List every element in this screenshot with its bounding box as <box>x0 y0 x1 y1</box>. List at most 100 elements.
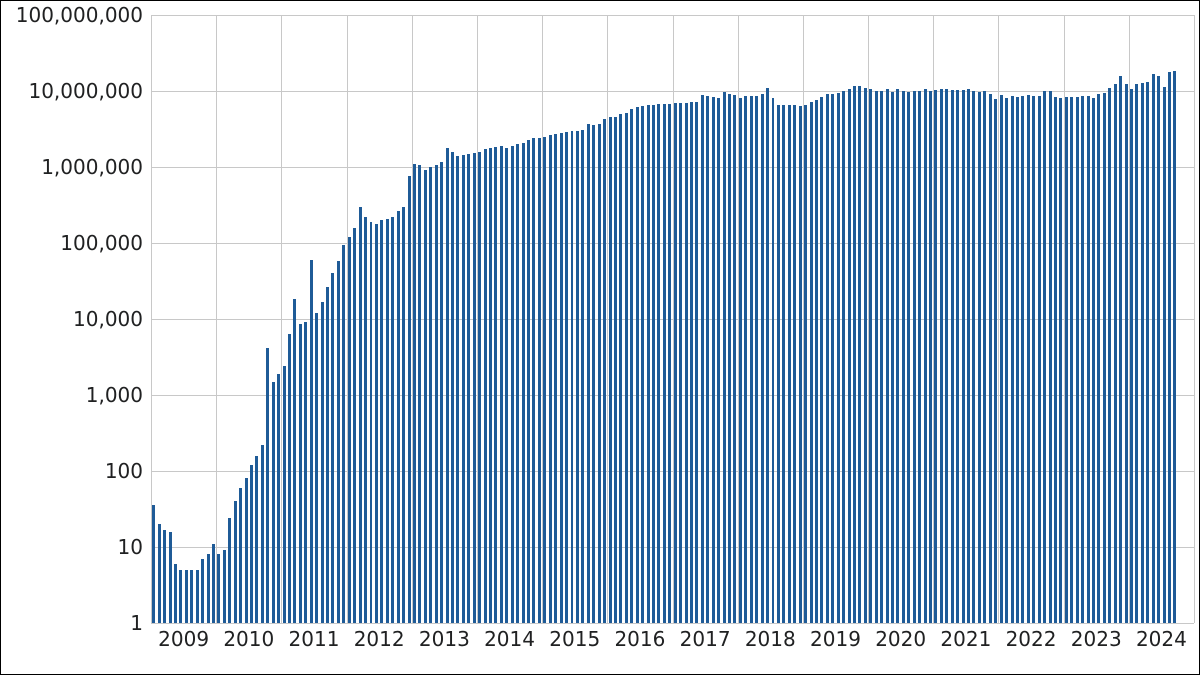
data-bar <box>234 501 237 623</box>
data-bar <box>223 550 226 623</box>
data-bar <box>978 92 981 623</box>
data-bar <box>1125 84 1128 623</box>
data-bar <box>386 219 389 623</box>
data-bar <box>435 165 438 623</box>
data-bar <box>538 138 541 623</box>
data-bar <box>532 138 535 623</box>
y-axis-tick-label: 10,000 <box>73 307 143 331</box>
x-axis-tick-label: 2021 <box>940 627 991 651</box>
x-axis-tick-label: 2013 <box>419 627 470 651</box>
y-axis-tick-label: 1,000,000 <box>41 155 143 179</box>
data-bar <box>1119 76 1122 623</box>
data-bar <box>266 348 269 623</box>
data-bar <box>853 86 856 623</box>
data-bar <box>321 302 324 624</box>
y-axis-tick-label: 100,000,000 <box>16 3 143 27</box>
data-bar <box>337 261 340 623</box>
data-bar <box>1043 91 1046 623</box>
data-bar <box>315 313 318 623</box>
data-bar <box>158 524 161 623</box>
data-bar <box>951 90 954 623</box>
data-bar <box>456 156 459 623</box>
data-bar <box>370 222 373 623</box>
data-bar <box>956 90 959 623</box>
data-bar <box>641 106 644 623</box>
data-bar <box>924 89 927 623</box>
data-bar <box>820 97 823 623</box>
data-bar <box>522 143 525 623</box>
data-bar <box>494 147 497 623</box>
data-bar <box>858 86 861 623</box>
data-bar <box>250 465 253 623</box>
data-bar <box>1114 84 1117 623</box>
data-bar <box>663 104 666 623</box>
data-bar <box>581 130 584 623</box>
data-bar <box>1059 98 1062 623</box>
grid-line-vertical <box>216 15 217 623</box>
data-bar <box>277 374 280 623</box>
data-bar <box>619 114 622 623</box>
data-bar <box>837 93 840 623</box>
data-bar <box>169 532 172 624</box>
data-bar <box>451 152 454 624</box>
data-bar <box>609 117 612 623</box>
data-bar <box>255 456 258 624</box>
x-axis-tick-label: 2017 <box>680 627 731 651</box>
data-bar <box>869 89 872 623</box>
data-bar <box>511 146 514 623</box>
data-bar <box>1163 87 1166 623</box>
data-bar <box>1108 88 1111 623</box>
data-bar <box>744 96 747 623</box>
y-axis-tick-label: 100,000 <box>60 231 143 255</box>
bar-chart: 1101001,00010,000100,0001,000,00010,000,… <box>151 15 1194 623</box>
data-bar <box>397 211 400 623</box>
data-bar <box>826 94 829 623</box>
data-bar <box>179 570 182 623</box>
data-bar <box>962 90 965 623</box>
y-axis-tick-label: 10 <box>118 535 143 559</box>
data-bar <box>1135 84 1138 623</box>
x-axis-tick-label: 2024 <box>1136 627 1187 651</box>
data-bar <box>1038 96 1041 623</box>
data-bar <box>163 530 166 624</box>
data-bar <box>190 570 193 623</box>
data-bar <box>842 91 845 623</box>
data-bar <box>228 518 231 623</box>
data-bar <box>446 148 449 623</box>
x-axis-tick-label: 2023 <box>1071 627 1122 651</box>
data-bar <box>755 96 758 623</box>
data-bar <box>1146 82 1149 623</box>
data-bar <box>1021 96 1024 623</box>
data-bar <box>527 140 530 623</box>
data-bar <box>1173 71 1176 623</box>
data-bar <box>1081 96 1084 623</box>
x-axis-tick-label: 2014 <box>484 627 535 651</box>
plot-border <box>1194 15 1195 623</box>
data-bar <box>331 273 334 623</box>
data-bar <box>201 559 204 623</box>
x-axis-tick-label: 2011 <box>289 627 340 651</box>
data-bar <box>761 94 764 623</box>
data-bar <box>896 89 899 623</box>
data-bar <box>283 366 286 623</box>
data-bar <box>815 100 818 623</box>
data-bar <box>902 91 905 623</box>
data-bar <box>766 88 769 623</box>
data-bar <box>1027 95 1030 623</box>
data-bar <box>402 207 405 623</box>
data-bar <box>945 89 948 623</box>
data-bar <box>440 162 443 623</box>
data-bar <box>418 165 421 623</box>
data-bar <box>304 322 307 623</box>
data-bar <box>717 98 720 623</box>
data-bar <box>652 105 655 623</box>
data-bar <box>918 91 921 623</box>
data-bar <box>462 155 465 623</box>
data-bar <box>1032 96 1035 623</box>
y-axis-tick-label: 1,000 <box>86 383 143 407</box>
data-bar <box>1065 97 1068 623</box>
data-bar <box>505 148 508 623</box>
data-bar <box>886 89 889 623</box>
data-bar <box>576 131 579 623</box>
data-bar <box>810 102 813 623</box>
